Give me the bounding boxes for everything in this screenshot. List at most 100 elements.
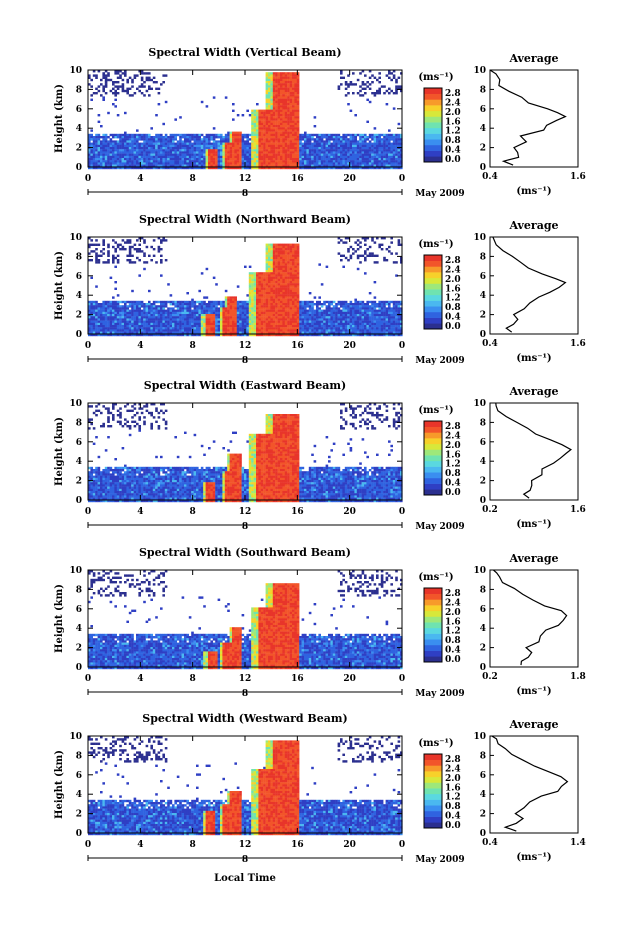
panel-3: Spectral Width (Eastward Beam) 0 2 4 6 8 10 Hei… xyxy=(54,379,586,532)
avg-y-tick-label: 0 xyxy=(480,496,486,506)
average-unit: (ms⁻¹) xyxy=(516,686,551,697)
y-tick-label: 0 xyxy=(76,163,82,173)
x-tick-label: 8 xyxy=(190,840,196,850)
x-tick-label: 0 xyxy=(85,507,91,517)
day-marker: 8 xyxy=(242,689,248,699)
avg-x-tick-label: 1.6 xyxy=(570,172,586,182)
colorbar-swatch xyxy=(424,443,442,450)
x-tick-label: 4 xyxy=(137,674,143,684)
avg-x-tick-label: 1.4 xyxy=(570,838,586,848)
heatmap-cells xyxy=(88,70,403,170)
x-tick-label: 12 xyxy=(239,174,252,184)
y-tick-label: 0 xyxy=(76,663,82,673)
average-profile-line xyxy=(493,569,568,666)
heatmap-cells xyxy=(88,403,403,503)
colorbar-swatch xyxy=(424,300,442,307)
colorbar-swatch xyxy=(424,816,442,823)
avg-y-tick-label: 0 xyxy=(480,330,486,340)
colorbar-tick-label: 1.6 xyxy=(445,284,461,294)
colorbar-tick-label: 2.4 xyxy=(445,265,461,275)
colorbar-swatch xyxy=(424,144,442,151)
average-frame xyxy=(489,236,579,335)
colorbar-swatch xyxy=(424,605,442,612)
average-frame xyxy=(489,569,579,668)
heatmap-cells xyxy=(88,237,403,337)
y-tick-label: 10 xyxy=(69,66,82,76)
avg-y-tick-label: 8 xyxy=(480,252,486,262)
average-title: Average xyxy=(508,385,558,398)
avg-y-tick-label: 6 xyxy=(480,438,486,448)
avg-y-tick-label: 6 xyxy=(480,771,486,781)
average-unit: (ms⁻¹) xyxy=(516,519,551,530)
colorbar-swatch xyxy=(424,294,442,301)
panel-title: Spectral Width (Southward Beam) xyxy=(139,546,351,559)
colorbar-tick-label: 2.0 xyxy=(445,275,461,285)
x-tick-label: 0 xyxy=(399,174,405,184)
colorbar-unit: (ms⁻¹) xyxy=(418,239,453,250)
y-axis-label: Height (km) xyxy=(54,417,65,486)
colorbar-tick-label: 2.8 xyxy=(445,89,461,99)
colorbar-swatch xyxy=(424,776,442,783)
colorbar-swatch xyxy=(424,311,442,318)
avg-y-tick-label: 2 xyxy=(480,311,486,321)
colorbar-swatch xyxy=(424,306,442,313)
y-tick-label: 10 xyxy=(69,732,82,742)
y-tick-label: 4 xyxy=(76,291,82,301)
avg-y-tick-label: 6 xyxy=(480,605,486,615)
average-title: Average xyxy=(508,52,558,65)
avg-y-tick-label: 10 xyxy=(473,566,486,576)
colorbar-frame xyxy=(423,87,443,163)
colorbar-swatch xyxy=(424,255,442,261)
colorbar-swatch xyxy=(424,822,442,829)
y-tick-label: 2 xyxy=(76,144,82,154)
x-tick-label: 16 xyxy=(291,507,304,517)
colorbar-tick-label: 0.4 xyxy=(445,313,461,323)
avg-y-tick-label: 4 xyxy=(480,124,486,134)
y-tick-label: 8 xyxy=(76,751,82,761)
avg-y-tick-label: 4 xyxy=(480,790,486,800)
colorbar-tick-label: 1.2 xyxy=(445,294,461,304)
y-tick-label: 4 xyxy=(76,457,82,467)
avg-x-tick-label: 0.4 xyxy=(482,339,498,349)
x-tick-label: 0 xyxy=(399,341,405,351)
colorbar-swatch xyxy=(424,799,442,806)
average-frame xyxy=(489,402,579,501)
average-frame xyxy=(489,69,579,168)
y-tick-label: 2 xyxy=(76,477,82,487)
x-tick-label: 4 xyxy=(137,840,143,850)
colorbar-swatch xyxy=(424,765,442,772)
x-tick-label: 8 xyxy=(190,341,196,351)
average-profile-line xyxy=(489,69,567,166)
colorbar-swatch xyxy=(424,283,442,290)
avg-y-tick-label: 6 xyxy=(480,105,486,115)
colorbar-tick-label: 2.8 xyxy=(445,589,461,599)
colorbar-swatch xyxy=(424,622,442,629)
average-title: Average xyxy=(508,552,558,565)
colorbar-tick-label: 0.0 xyxy=(445,155,461,165)
colorbar-swatch xyxy=(424,317,442,324)
x-tick-label: 20 xyxy=(343,507,356,517)
panel-title: Spectral Width (Westward Beam) xyxy=(142,712,347,725)
average-profile-line xyxy=(495,402,572,499)
average-title: Average xyxy=(508,219,558,232)
colorbar-tick-label: 1.6 xyxy=(445,617,461,627)
colorbar-swatch xyxy=(424,421,442,427)
colorbar-tick-label: 2.0 xyxy=(445,774,461,784)
avg-y-tick-label: 4 xyxy=(480,624,486,634)
colorbar-swatch xyxy=(424,99,442,106)
colorbar-swatch xyxy=(424,466,442,473)
avg-y-tick-label: 10 xyxy=(473,732,486,742)
colorbar-swatch xyxy=(424,272,442,279)
x-tick-label: 16 xyxy=(291,840,304,850)
avg-y-tick-label: 0 xyxy=(480,163,486,173)
y-tick-label: 6 xyxy=(76,438,82,448)
date-label: May 2009 xyxy=(415,189,464,199)
panel-title: Spectral Width (Vertical Beam) xyxy=(148,46,341,59)
colorbar-tick-label: 0.0 xyxy=(445,821,461,831)
x-tick-label: 20 xyxy=(343,341,356,351)
y-axis-label: Height (km) xyxy=(54,251,65,320)
date-label: May 2009 xyxy=(415,855,464,865)
colorbar-swatch xyxy=(424,788,442,795)
colorbar-swatch xyxy=(424,426,442,433)
x-tick-label: 0 xyxy=(399,674,405,684)
